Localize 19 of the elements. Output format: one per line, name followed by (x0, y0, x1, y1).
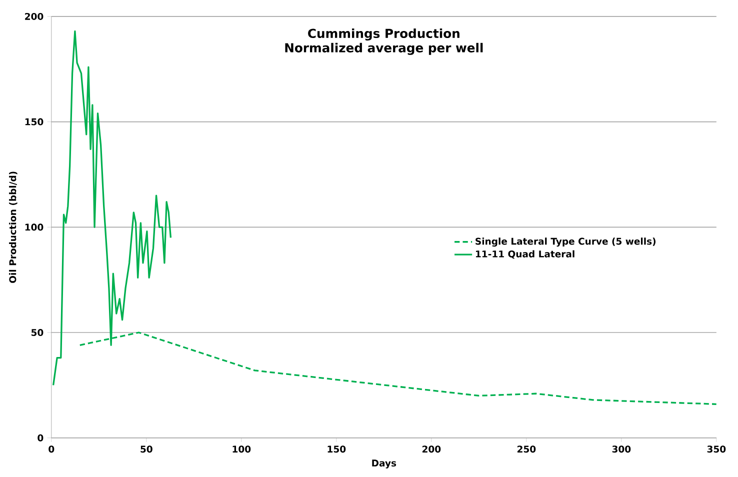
y-tick-label: 50 (31, 329, 44, 336)
x-tick-label: 350 (707, 446, 726, 453)
y-axis-title: Oil Production (bbl/d) (9, 172, 18, 283)
x-tick-label: 100 (232, 446, 251, 453)
y-tick-label: 150 (25, 118, 44, 126)
y-tick-label: 200 (25, 12, 44, 20)
x-tick-label: 300 (612, 446, 631, 453)
x-tick-label: 0 (48, 446, 54, 453)
x-tick-label: 200 (422, 446, 441, 453)
x-tick-label: 150 (328, 446, 346, 453)
x-tick-label: 50 (140, 446, 152, 453)
y-tick-label: 0 (38, 434, 44, 442)
x-axis-title: Days (372, 460, 396, 468)
text: Normalized average per well (285, 42, 483, 55)
x-tick-label: 250 (517, 446, 536, 453)
legend-label: Single Lateral Type Curve (5 wells) (476, 238, 656, 247)
y-tick-label: 100 (25, 224, 44, 231)
text: Cummings Production (308, 28, 460, 41)
legend-label: 11-11 Quad Lateral (476, 250, 574, 259)
